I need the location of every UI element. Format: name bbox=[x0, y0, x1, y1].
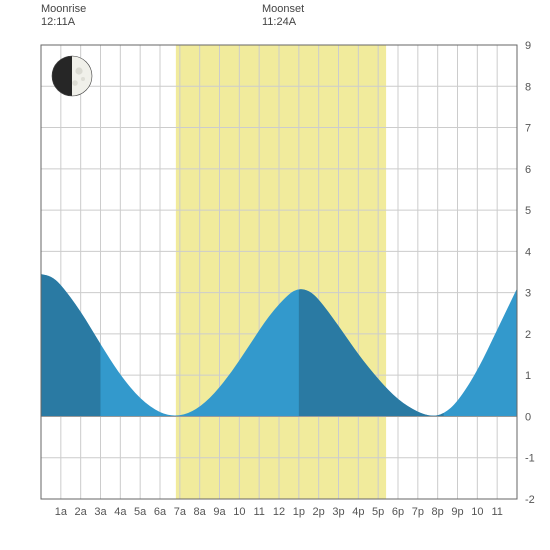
x-tick-label: 10 bbox=[471, 506, 483, 518]
x-tick-label: 4p bbox=[352, 506, 364, 518]
y-tick-label: 7 bbox=[525, 123, 531, 135]
y-tick-label: 5 bbox=[525, 205, 531, 217]
x-tick-label: 7a bbox=[174, 506, 187, 518]
x-tick-label: 1p bbox=[293, 506, 305, 518]
x-tick-label: 3a bbox=[94, 506, 107, 518]
x-tick-label: 12 bbox=[273, 506, 285, 518]
x-tick-label: 7p bbox=[412, 506, 424, 518]
y-tick-label: 8 bbox=[525, 81, 531, 93]
x-tick-label: 2a bbox=[75, 506, 88, 518]
x-tick-label: 3p bbox=[332, 506, 344, 518]
x-tick-label: 11 bbox=[253, 506, 264, 518]
y-tick-label: 1 bbox=[525, 370, 531, 382]
y-tick-label: -2 bbox=[525, 494, 535, 506]
x-tick-label: 6p bbox=[392, 506, 404, 518]
y-tick-label: 2 bbox=[525, 329, 531, 341]
x-tick-label: 2p bbox=[313, 506, 325, 518]
moon-phase-icon bbox=[50, 54, 94, 98]
y-tick-label: 9 bbox=[525, 40, 531, 52]
y-tick-label: 4 bbox=[525, 246, 531, 258]
x-tick-label: 5a bbox=[134, 506, 147, 518]
x-tick-label: 4a bbox=[114, 506, 127, 518]
x-tick-label: 9p bbox=[451, 506, 463, 518]
x-tick-label: 5p bbox=[372, 506, 384, 518]
x-tick-label: 8a bbox=[194, 506, 207, 518]
y-tick-label: 0 bbox=[525, 411, 531, 423]
x-tick-label: 11 bbox=[491, 506, 502, 518]
x-tick-label: 10 bbox=[233, 506, 245, 518]
y-tick-label: -1 bbox=[525, 453, 535, 465]
y-tick-label: 3 bbox=[525, 288, 531, 300]
x-tick-label: 8p bbox=[432, 506, 444, 518]
y-tick-label: 6 bbox=[525, 164, 531, 176]
x-tick-label: 1a bbox=[55, 506, 68, 518]
x-tick-label: 6a bbox=[154, 506, 167, 518]
x-tick-label: 9a bbox=[213, 506, 226, 518]
